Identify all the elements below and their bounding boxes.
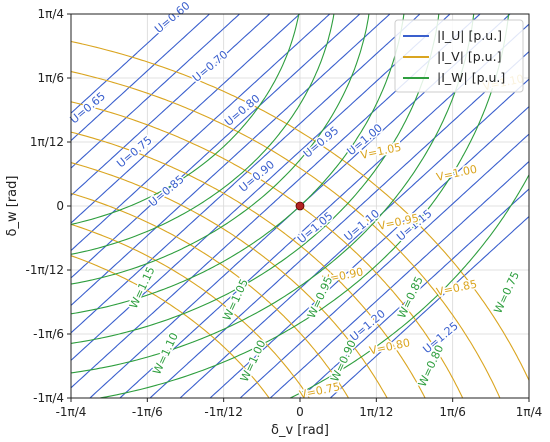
contour-label: U=0.65 bbox=[68, 90, 108, 127]
contour-label: U=1.05 bbox=[295, 209, 335, 246]
contour-u-0.70 bbox=[70, 13, 331, 252]
contour-v-0.75 bbox=[70, 255, 270, 399]
y-tick-label: -1π/12 bbox=[25, 263, 64, 277]
x-axis-label: δ_v [rad] bbox=[271, 423, 329, 438]
contour-label: W=1.15 bbox=[127, 265, 158, 311]
x-tick-label: 1π/12 bbox=[359, 405, 393, 419]
y-tick-label: -1π/4 bbox=[33, 391, 64, 405]
contour-u-1.25 bbox=[239, 133, 530, 399]
legend-box bbox=[394, 19, 524, 93]
legend: |I_U| [p.u.] |I_V| [p.u.] |I_W| [p.u.] bbox=[394, 19, 524, 93]
contour-label: W=0.90 bbox=[328, 338, 359, 384]
contour-w-1.10 bbox=[70, 13, 335, 255]
x-tick-label: -1π/4 bbox=[56, 405, 87, 419]
operating-point-marker bbox=[295, 201, 305, 211]
contour-u-extra bbox=[299, 188, 530, 399]
contour-u-extra bbox=[70, 13, 240, 169]
contour-label: V=1.00 bbox=[435, 163, 478, 184]
legend-entry: |I_V| [p.u.] bbox=[437, 49, 501, 64]
contour-label: W=0.95 bbox=[305, 274, 336, 320]
contour-u-1.15 bbox=[179, 78, 530, 399]
contour-label: W=1.10 bbox=[150, 331, 181, 377]
x-tick-label: 0 bbox=[296, 405, 304, 419]
contour-label: V=0.80 bbox=[368, 336, 411, 357]
contour-label: V=0.85 bbox=[435, 277, 478, 298]
x-tick-label: -1π/6 bbox=[132, 405, 163, 419]
y-tick-label: 1π/4 bbox=[37, 7, 64, 21]
contour-v-0.95 bbox=[70, 131, 426, 399]
contour-u-0.85 bbox=[70, 13, 421, 334]
contour-w-1.15 bbox=[70, 13, 300, 225]
x-tick-label: 1π/4 bbox=[516, 405, 543, 419]
contour-label: W=0.80 bbox=[416, 343, 447, 389]
y-tick-label: 0 bbox=[56, 199, 64, 213]
y-tick-label: -1π/6 bbox=[33, 327, 64, 341]
contour-v-1.10 bbox=[70, 40, 530, 381]
contour-u-1.10 bbox=[149, 51, 530, 399]
legend-entry: |I_W| [p.u.] bbox=[437, 70, 505, 85]
contour-u-1.20 bbox=[209, 106, 530, 399]
contour-v-1.05 bbox=[70, 71, 501, 399]
x-tick-label: 1π/6 bbox=[439, 405, 466, 419]
contour-w-1.00 bbox=[70, 13, 405, 315]
contour-u-0.80 bbox=[70, 13, 391, 306]
contour-w-1.05 bbox=[70, 13, 370, 285]
contour-u-0.90 bbox=[70, 13, 451, 361]
operating-point-layer bbox=[295, 201, 305, 211]
contour-u-0.65 bbox=[70, 13, 301, 224]
contour-label: U=0.60 bbox=[152, 0, 192, 36]
contour-u-extra bbox=[70, 13, 210, 142]
contour-v-0.80 bbox=[70, 223, 310, 399]
contour-label: W=1.05 bbox=[220, 277, 251, 323]
contour-u-0.60 bbox=[70, 13, 271, 197]
contour-w-0.75 bbox=[289, 174, 530, 399]
contour-u-extra bbox=[269, 161, 530, 399]
contour-label: W=0.75 bbox=[491, 270, 522, 316]
x-tick-label: -1π/12 bbox=[204, 405, 243, 419]
axis-ticks: -1π/4 -1π/6 -1π/12 0 1π/12 1π/6 1π/4 -1π/4 -1π/6… bbox=[25, 7, 542, 419]
y-tick-label: 1π/12 bbox=[30, 135, 64, 149]
y-tick-label: 1π/6 bbox=[37, 71, 64, 85]
legend-entry: |I_U| [p.u.] bbox=[437, 28, 502, 43]
y-axis-label: δ_w [rad] bbox=[5, 176, 20, 237]
